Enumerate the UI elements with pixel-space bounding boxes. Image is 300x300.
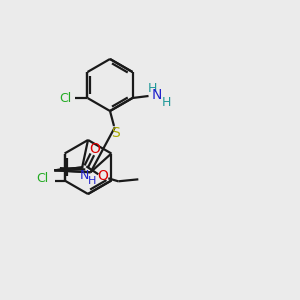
Text: O: O [89,142,100,156]
Text: N: N [151,88,162,102]
Text: N: N [80,169,89,182]
Text: S: S [111,126,119,140]
Text: Cl: Cl [59,92,72,104]
Text: H: H [162,95,171,109]
Text: H: H [148,82,157,94]
Text: O: O [97,169,108,183]
Text: H: H [88,176,96,186]
Text: Cl: Cl [37,172,49,185]
